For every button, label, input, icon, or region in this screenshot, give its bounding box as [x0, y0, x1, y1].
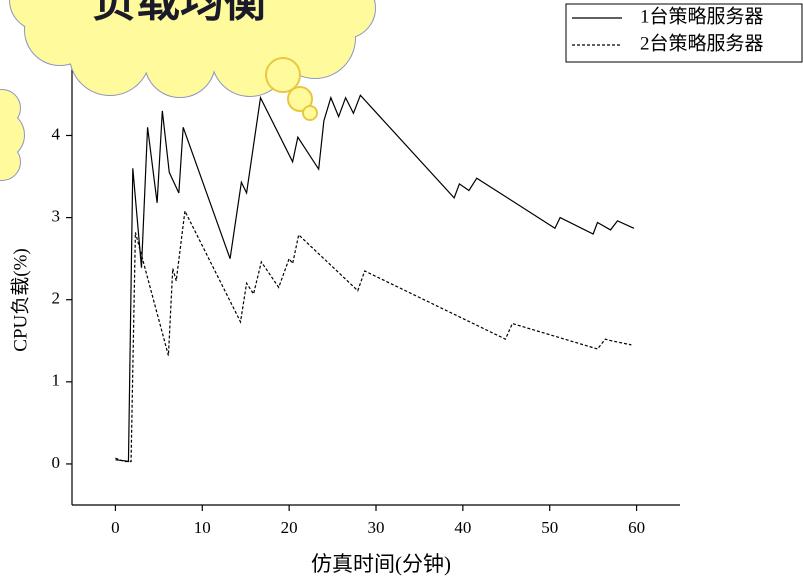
chart: 0102030405060012345仿真时间(分钟)CPU负载(%) 1台策略… — [0, 0, 803, 583]
legend-label: 2台策略服务器 — [640, 32, 764, 54]
y-tick-label: 2 — [52, 289, 61, 308]
x-tick-label: 0 — [111, 518, 120, 537]
x-tick-label: 40 — [454, 518, 471, 537]
series-line — [115, 211, 631, 461]
x-tick-label: 50 — [541, 518, 558, 537]
x-tick-label: 20 — [281, 518, 298, 537]
y-tick-label: 1 — [52, 371, 61, 390]
cloud-body — [0, 0, 375, 180]
x-tick-label: 30 — [368, 518, 385, 537]
page: 0102030405060012345仿真时间(分钟)CPU负载(%) 1台策略… — [0, 0, 803, 583]
x-tick-label: 60 — [628, 518, 645, 537]
callout-cloud: 负载均衡 — [0, 0, 375, 180]
x-axis-label: 仿真时间(分钟) — [311, 552, 451, 576]
y-tick-label: 4 — [52, 124, 61, 143]
thought-bubble — [266, 58, 300, 92]
y-tick-label: 3 — [52, 207, 61, 226]
series-line — [115, 95, 634, 461]
x-tick-label: 10 — [194, 518, 211, 537]
legend: 1台策略服务器 2台策略服务器 — [566, 4, 802, 62]
y-tick-label: 0 — [52, 453, 61, 472]
cloud-text: 负载均衡 — [92, 0, 268, 26]
y-axis-label: CPU负载(%) — [9, 248, 31, 351]
thought-bubble — [303, 106, 317, 120]
legend-label: 1台策略服务器 — [640, 5, 764, 27]
